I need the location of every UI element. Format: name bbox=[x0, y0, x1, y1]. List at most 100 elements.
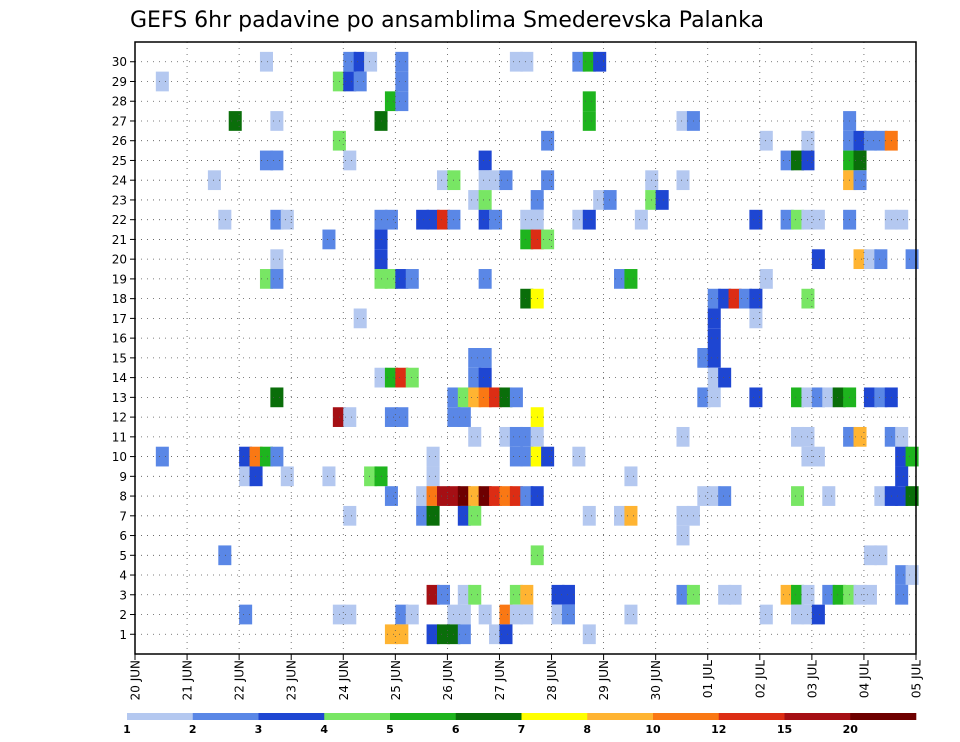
colorbar-segment bbox=[784, 713, 851, 720]
heatmap-cell bbox=[343, 71, 357, 92]
heatmap-cell bbox=[249, 446, 263, 467]
heatmap-cell bbox=[853, 150, 867, 171]
heatmap-cell bbox=[259, 51, 273, 72]
heatmap-cell bbox=[239, 604, 253, 625]
heatmap-cell bbox=[614, 269, 628, 289]
heatmap-cell bbox=[520, 288, 534, 309]
x-tick-label: 04 JUL bbox=[857, 660, 871, 698]
y-tick-label: 24 bbox=[112, 174, 127, 188]
heatmap-cell bbox=[593, 51, 607, 72]
heatmap-cell bbox=[239, 446, 253, 467]
heatmap-cell bbox=[384, 407, 398, 427]
heatmap-cell bbox=[593, 190, 607, 210]
heatmap-cell bbox=[520, 446, 534, 467]
heatmap-cell bbox=[582, 91, 596, 112]
x-tick-label: 21 JUN bbox=[181, 660, 195, 700]
heatmap-cell bbox=[759, 269, 773, 289]
y-tick-label: 22 bbox=[112, 213, 127, 227]
heatmap-cell bbox=[416, 486, 430, 506]
heatmap-cell bbox=[426, 624, 440, 645]
heatmap-cell bbox=[478, 387, 492, 408]
x-tick-label: 03 JUL bbox=[805, 660, 819, 698]
y-tick-label: 18 bbox=[112, 292, 127, 306]
x-tick-label: 24 JUN bbox=[337, 660, 351, 700]
heatmap-cell bbox=[436, 209, 451, 230]
x-tick-label: 26 JUN bbox=[441, 660, 455, 700]
heatmap-cell bbox=[895, 446, 909, 467]
x-tick-label: 01 JUL bbox=[701, 660, 715, 698]
x-tick-label: 20 JUN bbox=[129, 660, 143, 700]
heatmap-cell bbox=[541, 130, 555, 151]
heatmap-cell bbox=[395, 269, 409, 289]
heatmap-cell bbox=[478, 190, 492, 210]
colorbar-segment bbox=[258, 713, 325, 720]
x-tick-labels: 20 JUN 21 JUN 22 JUN 23 JUN 24 JUN 25 JUN 26 J… bbox=[129, 654, 924, 700]
heatmap-cell bbox=[572, 209, 586, 230]
colorbar-segment bbox=[390, 713, 457, 720]
heatmap-cell bbox=[343, 51, 357, 72]
heatmap-cell bbox=[426, 466, 440, 487]
heatmap-cell bbox=[749, 288, 763, 309]
heatmap-cell bbox=[270, 150, 284, 171]
y-tick-label: 1 bbox=[119, 628, 127, 642]
colorbar-label: 5 bbox=[386, 723, 394, 736]
heatmap-cell bbox=[499, 486, 513, 506]
colorbar bbox=[127, 713, 917, 720]
heatmap-cell bbox=[509, 387, 523, 408]
colorbar-segment bbox=[127, 713, 194, 720]
heatmap-cell bbox=[259, 150, 273, 171]
heatmap-cell bbox=[759, 604, 773, 625]
heatmap-cell bbox=[457, 505, 471, 526]
heatmap-cell bbox=[863, 249, 877, 270]
heatmap-cell bbox=[364, 51, 378, 72]
heatmap-cell bbox=[853, 170, 867, 191]
heatmap-cell bbox=[582, 624, 596, 645]
heatmap-cell bbox=[280, 209, 294, 230]
heatmap-cell bbox=[322, 466, 336, 487]
heatmap-cell bbox=[791, 426, 805, 447]
heatmap-cell bbox=[499, 624, 513, 645]
heatmap-cell bbox=[895, 584, 909, 605]
heatmap-cell bbox=[749, 209, 763, 230]
heatmap-cell bbox=[426, 446, 440, 467]
heatmap-cell bbox=[478, 150, 492, 171]
heatmap-cell bbox=[603, 190, 617, 210]
heatmap-cell bbox=[676, 170, 690, 191]
heatmap-cell bbox=[426, 209, 440, 230]
heatmap-cell bbox=[478, 170, 492, 191]
heatmap-cell bbox=[697, 486, 711, 506]
heatmap-cell bbox=[520, 426, 534, 447]
heatmap-cell bbox=[155, 446, 169, 467]
heatmap-cell bbox=[426, 505, 440, 526]
heatmap-cell bbox=[207, 170, 221, 191]
heatmap-cell bbox=[759, 130, 773, 151]
heatmap-cell bbox=[395, 91, 409, 112]
colorbar-segment bbox=[718, 713, 785, 720]
heatmap-cell bbox=[572, 51, 586, 72]
heatmap-cell bbox=[322, 229, 336, 250]
heatmap-cell bbox=[395, 624, 409, 645]
heatmap-cell bbox=[811, 387, 825, 408]
heatmap-cell bbox=[239, 466, 253, 487]
x-tick-label: 29 JUN bbox=[597, 660, 611, 700]
heatmap-cell bbox=[811, 446, 825, 467]
heatmap-cell bbox=[436, 624, 451, 645]
y-tick-label: 11 bbox=[112, 430, 127, 444]
colorbar-segment bbox=[521, 713, 588, 720]
heatmap-cell bbox=[478, 209, 492, 230]
heatmap-cell bbox=[468, 505, 482, 526]
heatmap-cell bbox=[468, 367, 482, 388]
y-tick-label: 15 bbox=[112, 351, 127, 365]
heatmap-cell bbox=[749, 387, 763, 408]
heatmap-cell bbox=[457, 604, 471, 625]
heatmap-cell bbox=[270, 111, 284, 131]
heatmap-cell bbox=[614, 505, 628, 526]
heatmap-cell bbox=[791, 584, 805, 605]
y-tick-labels: 1234567891011121314151617181920212223242… bbox=[112, 55, 127, 642]
heatmap-cell bbox=[457, 407, 471, 427]
heatmap-cell bbox=[811, 604, 825, 625]
heatmap-cell bbox=[478, 367, 492, 388]
colorbar-label: 7 bbox=[518, 723, 526, 736]
heatmap-cell bbox=[218, 209, 232, 230]
heatmap-cell bbox=[780, 584, 794, 605]
